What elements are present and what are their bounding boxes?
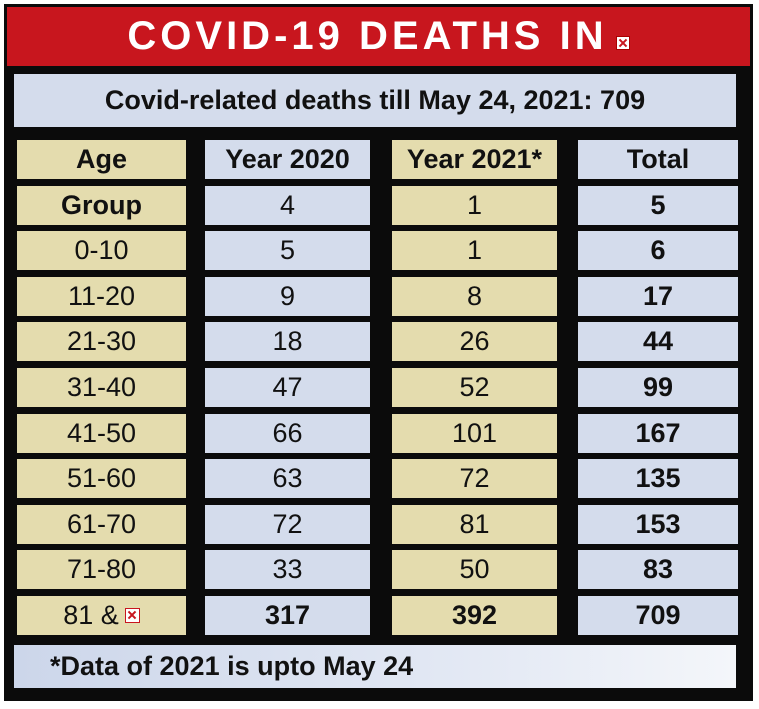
- cell-total-text: 153: [635, 508, 681, 539]
- cell-age-text: 81 &: [63, 600, 119, 630]
- header-year-2020-text: Year 2020: [225, 144, 350, 174]
- cell-age-text: 31-40: [66, 372, 137, 402]
- cell-year-2021: 1: [392, 231, 557, 271]
- cell-total-text: 709: [635, 600, 681, 630]
- header-age-text: Age: [75, 144, 127, 174]
- header-age: Age: [17, 140, 186, 179]
- cell-total: 99: [578, 368, 738, 407]
- cell-year-2020-text: 47: [272, 372, 303, 402]
- cell-age: 71-80: [17, 550, 186, 590]
- cell-year-2020-text: 72: [272, 508, 303, 539]
- header-year-2020: Year 2020: [205, 140, 370, 179]
- page-title: COVID-19 DEATHS IN: [7, 7, 750, 66]
- cell-year-2020: 4: [205, 185, 370, 225]
- cell-year-2020-text: 4: [279, 189, 296, 220]
- cell-total: 44: [578, 322, 738, 362]
- cell-year-2020: 5: [205, 231, 370, 271]
- cell-total-text: 135: [635, 463, 681, 494]
- cell-year-2021: 52: [392, 368, 557, 407]
- cell-total-text: 99: [642, 372, 674, 402]
- cell-year-2021-text: 72: [459, 463, 490, 494]
- cell-year-2021: 392: [392, 596, 557, 635]
- cell-age-text: 71-80: [66, 554, 137, 585]
- cell-age: 21-30: [17, 322, 186, 362]
- cell-age: 51-60: [17, 459, 186, 499]
- cell-total: 135: [578, 459, 738, 499]
- cell-year-2021-text: 26: [459, 326, 490, 357]
- cell-total-text: 17: [642, 280, 674, 311]
- cell-total-text: 167: [635, 417, 681, 448]
- cell-year-2021: 1: [392, 185, 557, 225]
- cell-year-2021-text: 50: [459, 554, 490, 585]
- cell-year-2021-text: 8: [466, 280, 483, 311]
- cell-year-2021: 101: [392, 413, 557, 453]
- cell-year-2020: 63: [205, 459, 370, 499]
- cell-total-text: 6: [650, 235, 666, 266]
- cell-year-2020-text: 317: [264, 600, 311, 630]
- cell-total: 709: [578, 596, 738, 635]
- cell-total: 6: [578, 231, 738, 271]
- cell-age-text: 21-30: [66, 326, 137, 357]
- cell-age: 31-40: [17, 368, 186, 407]
- cell-age: 41-50: [17, 413, 186, 453]
- cell-age: 81 &: [17, 596, 186, 635]
- cell-total-text: 83: [642, 554, 674, 585]
- header-year-2021-text: Year 2021*: [406, 144, 543, 174]
- cell-year-2020: 47: [205, 368, 370, 407]
- title-text: COVID-19 DEATHS IN: [127, 14, 608, 58]
- cell-year-2021: 81: [392, 504, 557, 544]
- cell-year-2020-text: 66: [272, 417, 303, 448]
- cell-year-2021-text: 101: [451, 417, 498, 448]
- cell-total: 153: [578, 504, 738, 544]
- cell-age-text: 51-60: [66, 463, 137, 494]
- cell-total: 167: [578, 413, 738, 453]
- cell-age-text: 0-10: [74, 235, 129, 266]
- cell-age-text: 41-50: [66, 417, 137, 448]
- header-total: Total: [578, 140, 738, 179]
- cell-year-2020-text: 9: [279, 280, 296, 311]
- cell-age-text: Group: [61, 189, 142, 220]
- cell-year-2021: 26: [392, 322, 557, 362]
- cell-age-text: 61-70: [66, 508, 137, 539]
- cell-total: 5: [578, 185, 738, 225]
- cell-year-2020-text: 33: [272, 554, 303, 585]
- header-total-text: Total: [626, 144, 690, 174]
- cell-year-2021: 8: [392, 276, 557, 316]
- cell-year-2021: 50: [392, 550, 557, 590]
- cell-year-2021-text: 81: [459, 508, 490, 539]
- broken-image-icon: [615, 35, 630, 50]
- cell-year-2020-text: 63: [272, 463, 303, 494]
- cell-year-2020-text: 5: [279, 235, 296, 266]
- cell-year-2020: 33: [205, 550, 370, 590]
- cell-year-2020: 18: [205, 322, 370, 362]
- cell-year-2020: 9: [205, 276, 370, 316]
- cell-year-2020: 66: [205, 413, 370, 453]
- cell-age-text: 11-20: [67, 280, 136, 311]
- cell-year-2021-text: 1: [466, 235, 483, 266]
- cell-year-2021-text: 52: [459, 372, 490, 402]
- cell-year-2021: 72: [392, 459, 557, 499]
- cell-year-2020: 317: [205, 596, 370, 635]
- cell-total-text: 5: [650, 189, 666, 220]
- cell-year-2021-text: 1: [466, 189, 483, 220]
- cell-total-text: 44: [642, 326, 674, 357]
- cell-age: 11-20: [17, 276, 186, 316]
- broken-image-icon: [124, 608, 140, 623]
- header-year-2021: Year 2021*: [392, 140, 557, 179]
- cell-year-2020-text: 18: [272, 326, 303, 357]
- cell-year-2020: 72: [205, 504, 370, 544]
- footnote: *Data of 2021 is upto May 24: [14, 645, 736, 688]
- cell-total: 17: [578, 276, 738, 316]
- cell-age: 0-10: [17, 231, 186, 271]
- cell-year-2021-text: 392: [451, 600, 498, 630]
- cell-total: 83: [578, 550, 738, 590]
- subtitle: Covid-related deaths till May 24, 2021: …: [14, 74, 736, 127]
- cell-age: Group: [17, 185, 186, 225]
- cell-age: 61-70: [17, 504, 186, 544]
